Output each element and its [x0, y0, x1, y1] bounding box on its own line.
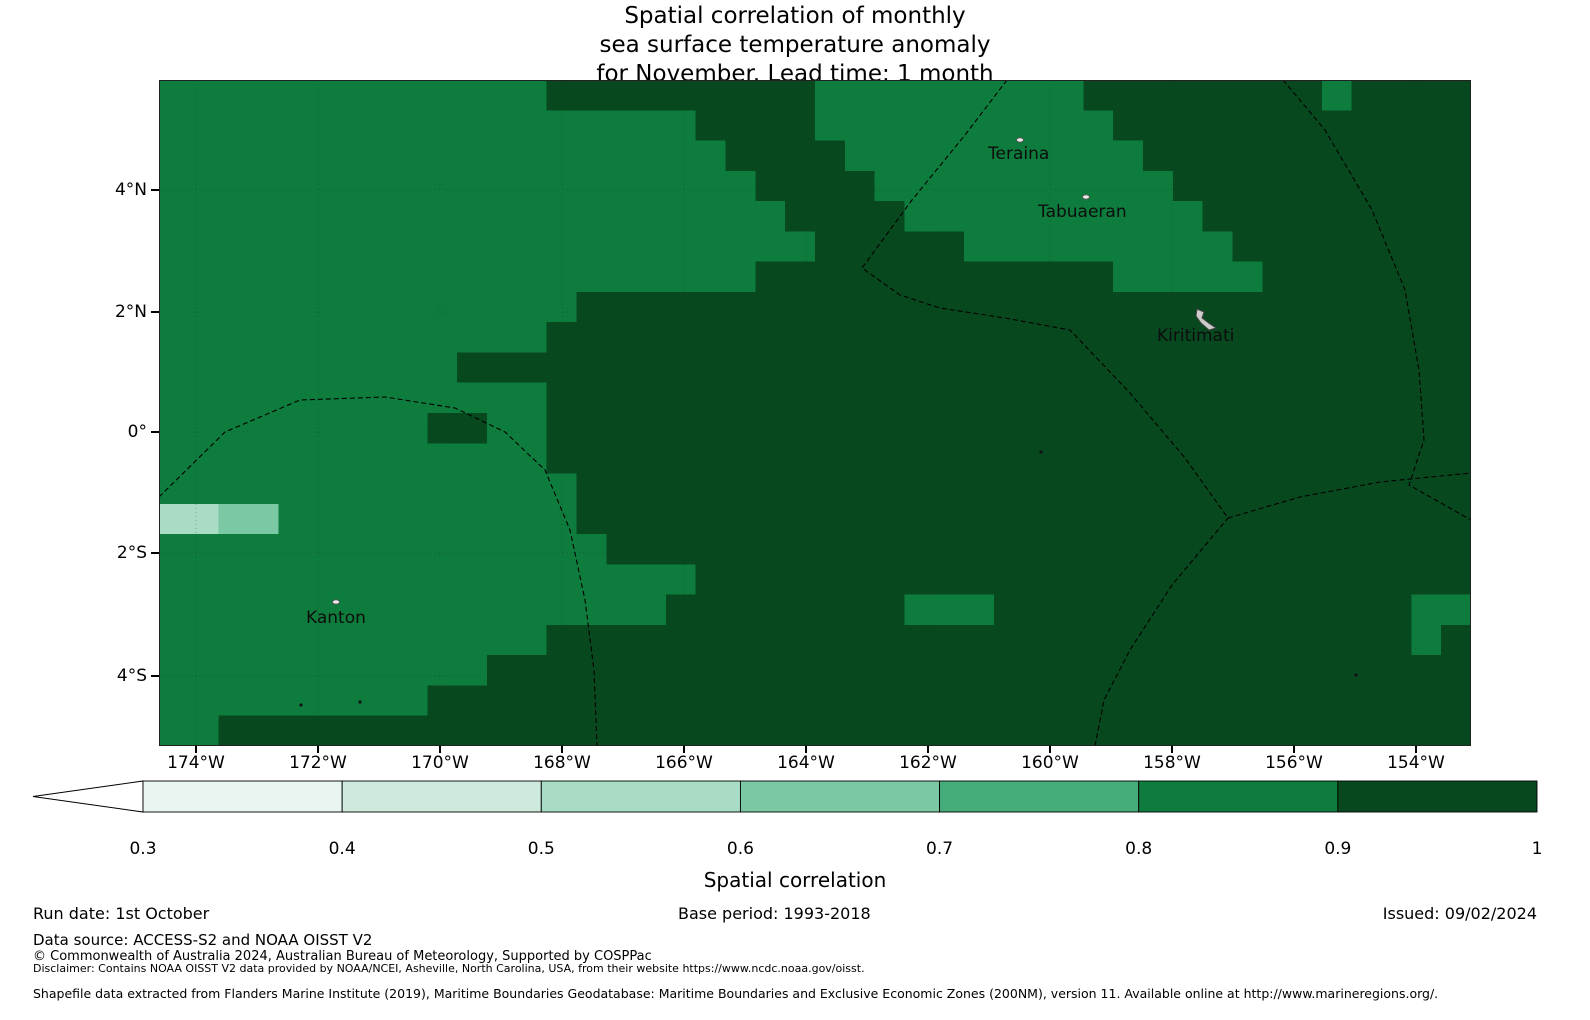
- x-tick-mark: [683, 746, 685, 753]
- place-label-teraina: Teraina: [988, 144, 1050, 164]
- eez-boundary-line: [1282, 80, 1471, 521]
- x-tick-label: 164°W: [777, 753, 835, 773]
- island-islet: [1039, 450, 1043, 454]
- y-tick-mark: [151, 552, 159, 554]
- x-tick-label: 160°W: [1021, 753, 1079, 773]
- shapefile-credit-text: Shapefile data extracted from Flanders M…: [33, 986, 1439, 1001]
- y-tick-mark: [151, 311, 159, 313]
- eez-boundary-line: [159, 396, 598, 746]
- x-tick-label: 156°W: [1265, 753, 1323, 773]
- chart-title: Spatial correlation of monthly sea surfa…: [0, 2, 1590, 89]
- y-tick-mark: [151, 675, 159, 677]
- colorbar-segment-0.3-0.4: [142, 780, 343, 813]
- issued-date-text: Issued: 09/02/2024: [1382, 904, 1537, 923]
- colorbar-segment-0.6-0.7: [739, 780, 941, 813]
- island-islet: [358, 700, 362, 704]
- copyright-text: © Commonwealth of Australia 2024, Austra…: [33, 949, 652, 964]
- place-label-tabuaeran: Tabuaeran: [1038, 202, 1127, 222]
- data-source-text: Data source: ACCESS-S2 and NOAA OISST V2: [33, 931, 373, 949]
- x-tick-mark: [805, 746, 807, 753]
- x-tick-mark: [1049, 746, 1051, 753]
- map-border: [159, 80, 1471, 746]
- x-tick-label: 174°W: [167, 753, 225, 773]
- chart-title-line-2: sea surface temperature anomaly: [599, 32, 991, 58]
- x-tick-mark: [195, 746, 197, 753]
- x-tick-label: 162°W: [899, 753, 957, 773]
- colorbar-segment-0.4-0.5: [341, 780, 542, 813]
- colorbar-label: Spatial correlation: [703, 868, 887, 892]
- disclaimer-text: Disclaimer: Contains NOAA OISST V2 data …: [33, 962, 865, 975]
- run-date-text: Run date: 1st October: [33, 904, 210, 923]
- colorbar-under-arrow: [32, 780, 144, 813]
- y-tick-mark: [151, 431, 159, 433]
- y-tick-label: 2°S: [116, 543, 147, 563]
- place-label-kanton: Kanton: [306, 608, 366, 628]
- colorbar-segment-0.8-0.9: [1138, 780, 1339, 813]
- colorbar-tick-label: 0.4: [328, 839, 356, 859]
- place-label-kiritimati: Kiritimati: [1157, 326, 1235, 346]
- x-tick-mark: [317, 746, 319, 753]
- y-tick-label: 4°S: [116, 666, 147, 686]
- x-tick-mark: [1171, 746, 1173, 753]
- x-tick-label: 158°W: [1143, 753, 1201, 773]
- island-islet: [299, 703, 303, 707]
- island-tabuaeran: [1082, 194, 1090, 200]
- chart-title-line-1: Spatial correlation of monthly: [624, 3, 966, 29]
- island-kiritimati: [1195, 308, 1218, 331]
- x-tick-label: 172°W: [289, 753, 347, 773]
- island-islet: [1354, 673, 1358, 677]
- correlation-map: Teraina Tabuaeran Kiritimati Kanton: [159, 80, 1471, 746]
- island-kanton: [332, 599, 340, 605]
- x-tick-label: 168°W: [533, 753, 591, 773]
- eez-boundary-line: [1094, 517, 1229, 746]
- colorbar-tick-label: 0.9: [1324, 839, 1352, 859]
- heatmap-cells: [159, 80, 1471, 746]
- y-tick-label: 2°N: [114, 302, 147, 322]
- colorbar: [32, 780, 1538, 813]
- colorbar-tick-label: 0.3: [129, 839, 157, 859]
- island-markers: [299, 137, 1358, 707]
- x-tick-label: 154°W: [1387, 753, 1445, 773]
- x-tick-mark: [439, 746, 441, 753]
- graticule: [159, 80, 1471, 746]
- colorbar-tick-label: 0.7: [926, 839, 954, 859]
- correlation-map-svg: [159, 80, 1471, 746]
- colorbar-tick-label: 0.8: [1125, 839, 1153, 859]
- colorbar-tick-label: 1: [1531, 839, 1543, 859]
- x-tick-label: 166°W: [655, 753, 713, 773]
- island-teraina: [1016, 137, 1024, 143]
- colorbar-segment-0.7-0.8: [939, 780, 1140, 813]
- x-tick-mark: [1415, 746, 1417, 753]
- x-tick-mark: [927, 746, 929, 753]
- y-tick-mark: [151, 189, 159, 191]
- colorbar-tick-label: 0.6: [726, 839, 754, 859]
- x-tick-mark: [1293, 746, 1295, 753]
- y-tick-label: 0°: [127, 422, 147, 442]
- colorbar-segment-0.9-1.0: [1337, 780, 1538, 813]
- y-tick-label: 4°N: [114, 180, 147, 200]
- eez-boundary-line: [861, 80, 1471, 519]
- colorbar-segment-0.5-0.6: [540, 780, 741, 813]
- colorbar-tick-label: 0.5: [527, 839, 555, 859]
- base-period-text: Base period: 1993-2018: [678, 904, 871, 923]
- x-tick-mark: [561, 746, 563, 753]
- x-tick-label: 170°W: [411, 753, 469, 773]
